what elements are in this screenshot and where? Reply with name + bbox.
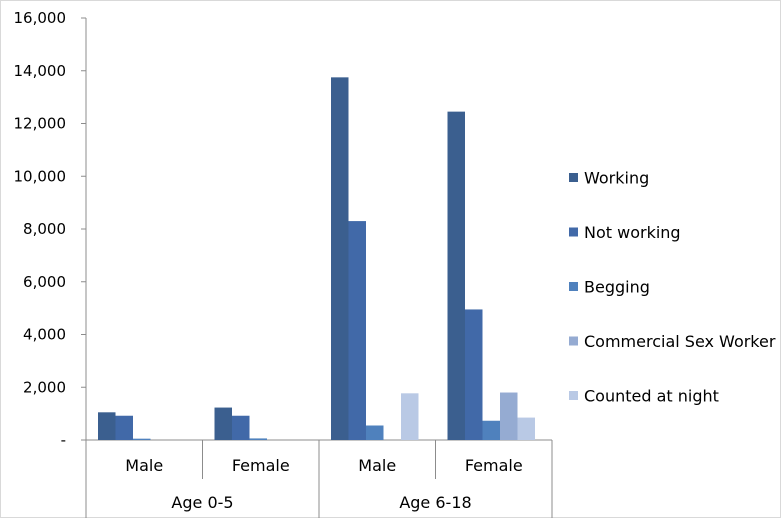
bar-begging	[366, 425, 384, 440]
legend-label: Begging	[584, 278, 650, 297]
axes	[81, 17, 553, 518]
bars	[98, 77, 535, 440]
y-axis-labels: - 2,000 4,000 6,000 8,000 10,000 12,000 14,000 1…	[14, 9, 67, 449]
y-tick-label: 8,000	[23, 220, 66, 238]
bar-commercial-sex-worker	[500, 392, 518, 440]
y-tick-label: 6,000	[23, 273, 66, 291]
bar-working	[98, 412, 116, 440]
bar-begging	[482, 420, 500, 440]
bar-not-working	[348, 221, 366, 440]
bar-begging	[133, 438, 151, 440]
x-group-label: Age 0-5	[171, 493, 233, 512]
legend-label: Counted at night	[584, 387, 719, 406]
bar-working	[214, 407, 232, 440]
legend-swatch	[569, 173, 578, 182]
bar-not-working	[115, 415, 133, 440]
y-tick-label: 2,000	[23, 378, 66, 396]
y-tick-label: 4,000	[23, 326, 66, 344]
legend-label: Working	[584, 169, 649, 188]
x-category-label: Female	[232, 456, 290, 475]
bar-not-working	[232, 415, 250, 440]
legend-swatch	[569, 391, 578, 400]
x-category-label: Female	[465, 456, 523, 475]
legend-label: Not working	[584, 223, 681, 242]
y-tick-label: 16,000	[14, 9, 67, 27]
bar-working	[331, 77, 349, 440]
x-axis-labels: Male Female Male Female Age 0-5 Age 6-18	[125, 456, 522, 512]
legend: Working Not working Begging Commercial Sex …	[569, 169, 776, 406]
y-tick-label: 14,000	[14, 62, 67, 80]
x-group-label: Age 6-18	[399, 493, 471, 512]
legend-swatch	[569, 282, 578, 291]
y-tick-label: 12,000	[14, 115, 67, 133]
bar-not-working	[465, 309, 483, 440]
legend-swatch	[569, 227, 578, 237]
bar-begging	[249, 438, 267, 440]
y-tick-label: 10,000	[14, 167, 67, 185]
legend-swatch	[569, 336, 578, 346]
x-category-label: Male	[358, 456, 396, 475]
x-category-label: Male	[125, 456, 163, 475]
bar-working	[447, 111, 465, 440]
bar-counted-at-night	[401, 393, 419, 440]
bar-counted-at-night	[517, 417, 535, 440]
legend-label: Commercial Sex Worker	[584, 332, 776, 351]
y-tick-label: -	[61, 431, 66, 449]
